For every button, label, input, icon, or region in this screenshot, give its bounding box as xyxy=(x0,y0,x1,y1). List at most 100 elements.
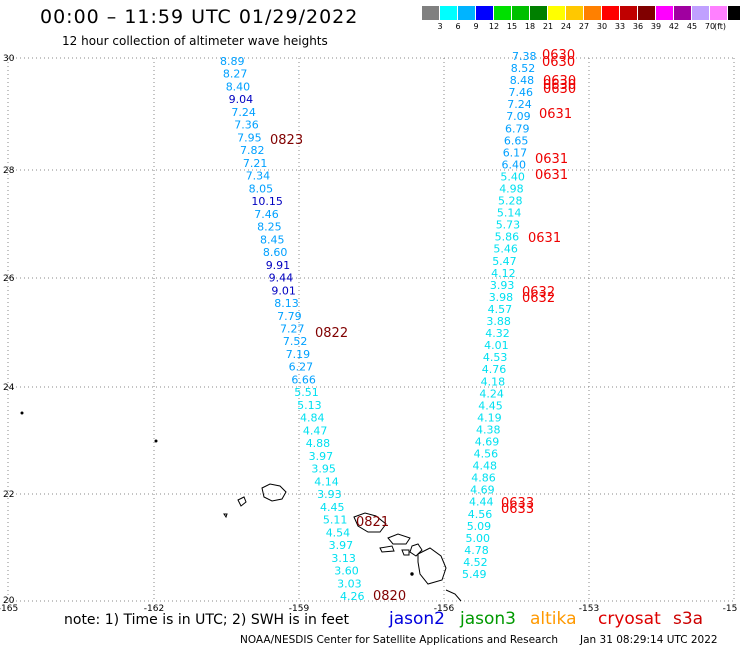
time-label: 0821 xyxy=(356,515,389,530)
time-label: 0820 xyxy=(373,589,406,604)
colorbar-swatch xyxy=(602,6,620,20)
wave-height-label: 7.09 xyxy=(506,110,531,123)
wave-height-label: 8.40 xyxy=(226,81,251,94)
west-track-labels: 8.898.278.409.047.247.367.957.827.217.34… xyxy=(220,55,406,604)
wave-height-label: 3.98 xyxy=(489,291,514,304)
wave-height-label: 3.93 xyxy=(490,279,515,292)
lon-label: -162 xyxy=(144,604,164,614)
colorbar-label: 3 xyxy=(437,22,443,31)
wave-height-label: 8.05 xyxy=(249,182,274,195)
wave-height-label: 3.97 xyxy=(329,539,354,552)
wave-height-label: 3.13 xyxy=(331,552,356,565)
wave-height-label: 5.28 xyxy=(498,195,523,208)
lat-label: 24 xyxy=(3,383,15,393)
wave-height-label: 8.13 xyxy=(274,297,299,310)
wave-height-label: 7.95 xyxy=(237,131,262,144)
colorbar-label: 18 xyxy=(524,22,536,31)
colorbar-swatch xyxy=(584,6,602,20)
time-label: 0630 xyxy=(543,78,576,93)
colorbar-label: 36 xyxy=(632,22,644,31)
colorbar-label: 30 xyxy=(596,22,608,31)
time-label: 0631 xyxy=(539,107,572,122)
wave-height-label: 9.91 xyxy=(266,259,291,272)
wave-height-label: 4.18 xyxy=(481,375,506,388)
time-label: 0823 xyxy=(270,133,303,148)
wave-height-label: 4.88 xyxy=(306,437,331,450)
page-subtitle: 12 hour collection of altimeter wave hei… xyxy=(62,34,328,48)
colorbar-swatch xyxy=(458,6,476,20)
colorbar-unit: (ft) xyxy=(714,22,727,31)
wave-height-label: 4.57 xyxy=(488,303,512,316)
colorbar-label: 12 xyxy=(488,22,500,31)
colorbar-label: 39 xyxy=(650,22,662,31)
wave-height-label: 4.45 xyxy=(478,399,503,412)
wave-height-label: 6.79 xyxy=(505,122,530,135)
wave-height-label: 4.26 xyxy=(340,590,365,603)
wave-height-label: 6.27 xyxy=(289,361,314,374)
wave-height-label: 5.11 xyxy=(323,514,348,527)
time-label: 0631 xyxy=(528,231,561,246)
wave-height-label: 6.40 xyxy=(502,158,527,171)
colorbar-swatch xyxy=(620,6,638,20)
wave-height-label: 3.93 xyxy=(317,488,342,501)
wave-height-label: 7.27 xyxy=(280,323,305,336)
colorbar-swatch xyxy=(512,6,530,20)
lon-label: -159 xyxy=(289,604,310,614)
wave-height-label: 7.38 xyxy=(512,50,537,63)
time-label: 0630 xyxy=(543,74,576,89)
wave-height-label: 4.01 xyxy=(484,339,509,352)
colorbar-label: 9 xyxy=(473,22,479,31)
colorbar-label: 70 xyxy=(704,22,716,31)
wave-height-label: 5.47 xyxy=(492,255,517,268)
colorbar-swatch xyxy=(692,6,710,20)
wave-height-label: 4.98 xyxy=(499,183,524,196)
wave-height-label: 3.03 xyxy=(337,577,362,590)
wave-height-label: 4.32 xyxy=(485,327,510,340)
wave-height-label: 4.53 xyxy=(483,351,508,364)
colorbar-label: 33 xyxy=(614,22,626,31)
satellite-s3a: s3a xyxy=(673,609,704,629)
wave-height-label: 7.36 xyxy=(234,119,258,132)
lat-label: 28 xyxy=(3,166,15,176)
time-label: 0631 xyxy=(535,168,568,183)
wave-height-label: 6.65 xyxy=(504,134,529,147)
wave-height-label: 4.78 xyxy=(464,544,489,557)
wave-height-label: 7.46 xyxy=(509,86,534,99)
lon-label: -15 xyxy=(723,604,738,614)
wave-height-label: 10.15 xyxy=(251,195,283,208)
wave-height-label: 8.89 xyxy=(220,55,245,68)
wave-height-label: 7.24 xyxy=(507,98,532,111)
lat-lon-grid xyxy=(7,57,735,602)
wave-height-label: 9.04 xyxy=(229,93,254,106)
colorbar-swatch xyxy=(422,6,440,20)
lat-label: 22 xyxy=(3,490,14,500)
wave-height-label: 6.17 xyxy=(503,146,528,159)
wave-height-label: 5.49 xyxy=(462,568,487,581)
wave-height-label: 5.40 xyxy=(500,171,525,184)
wave-height-label: 8.60 xyxy=(263,246,288,259)
wave-height-label: 5.51 xyxy=(294,386,319,399)
colorbar-swatch xyxy=(638,6,656,20)
credit-line: NOAA/NESDIS Center for Satellite Applica… xyxy=(240,634,558,646)
colorbar-label: 15 xyxy=(506,22,518,31)
page-title: 00:00 – 11:59 UTC 01/29/2022 xyxy=(40,6,359,28)
wave-height-label: 8.25 xyxy=(257,221,282,234)
time-label: 0822 xyxy=(315,326,348,341)
time-label: 0632 xyxy=(522,285,555,300)
time-label: 0630 xyxy=(543,82,576,97)
time-label: 0630 xyxy=(542,48,575,63)
wave-height-label: 4.38 xyxy=(476,423,501,436)
colorbar-swatch xyxy=(728,6,740,20)
time-label: 0630 xyxy=(542,55,575,70)
wave-height-label: 3.95 xyxy=(311,463,336,476)
east-track-labels: 7.388.528.487.467.247.096.796.656.176.40… xyxy=(462,48,576,581)
wave-height-label: 4.56 xyxy=(474,448,499,461)
wave-height-label: 8.45 xyxy=(260,233,285,246)
wave-height-label: 4.86 xyxy=(471,472,496,485)
colorbar-label: 27 xyxy=(578,22,590,31)
time-label: 0631 xyxy=(535,152,568,167)
lat-label: 26 xyxy=(3,274,15,284)
wave-height-label: 4.12 xyxy=(491,267,515,280)
wave-height-label: 3.60 xyxy=(334,565,359,578)
lon-label: -156 xyxy=(434,604,455,614)
